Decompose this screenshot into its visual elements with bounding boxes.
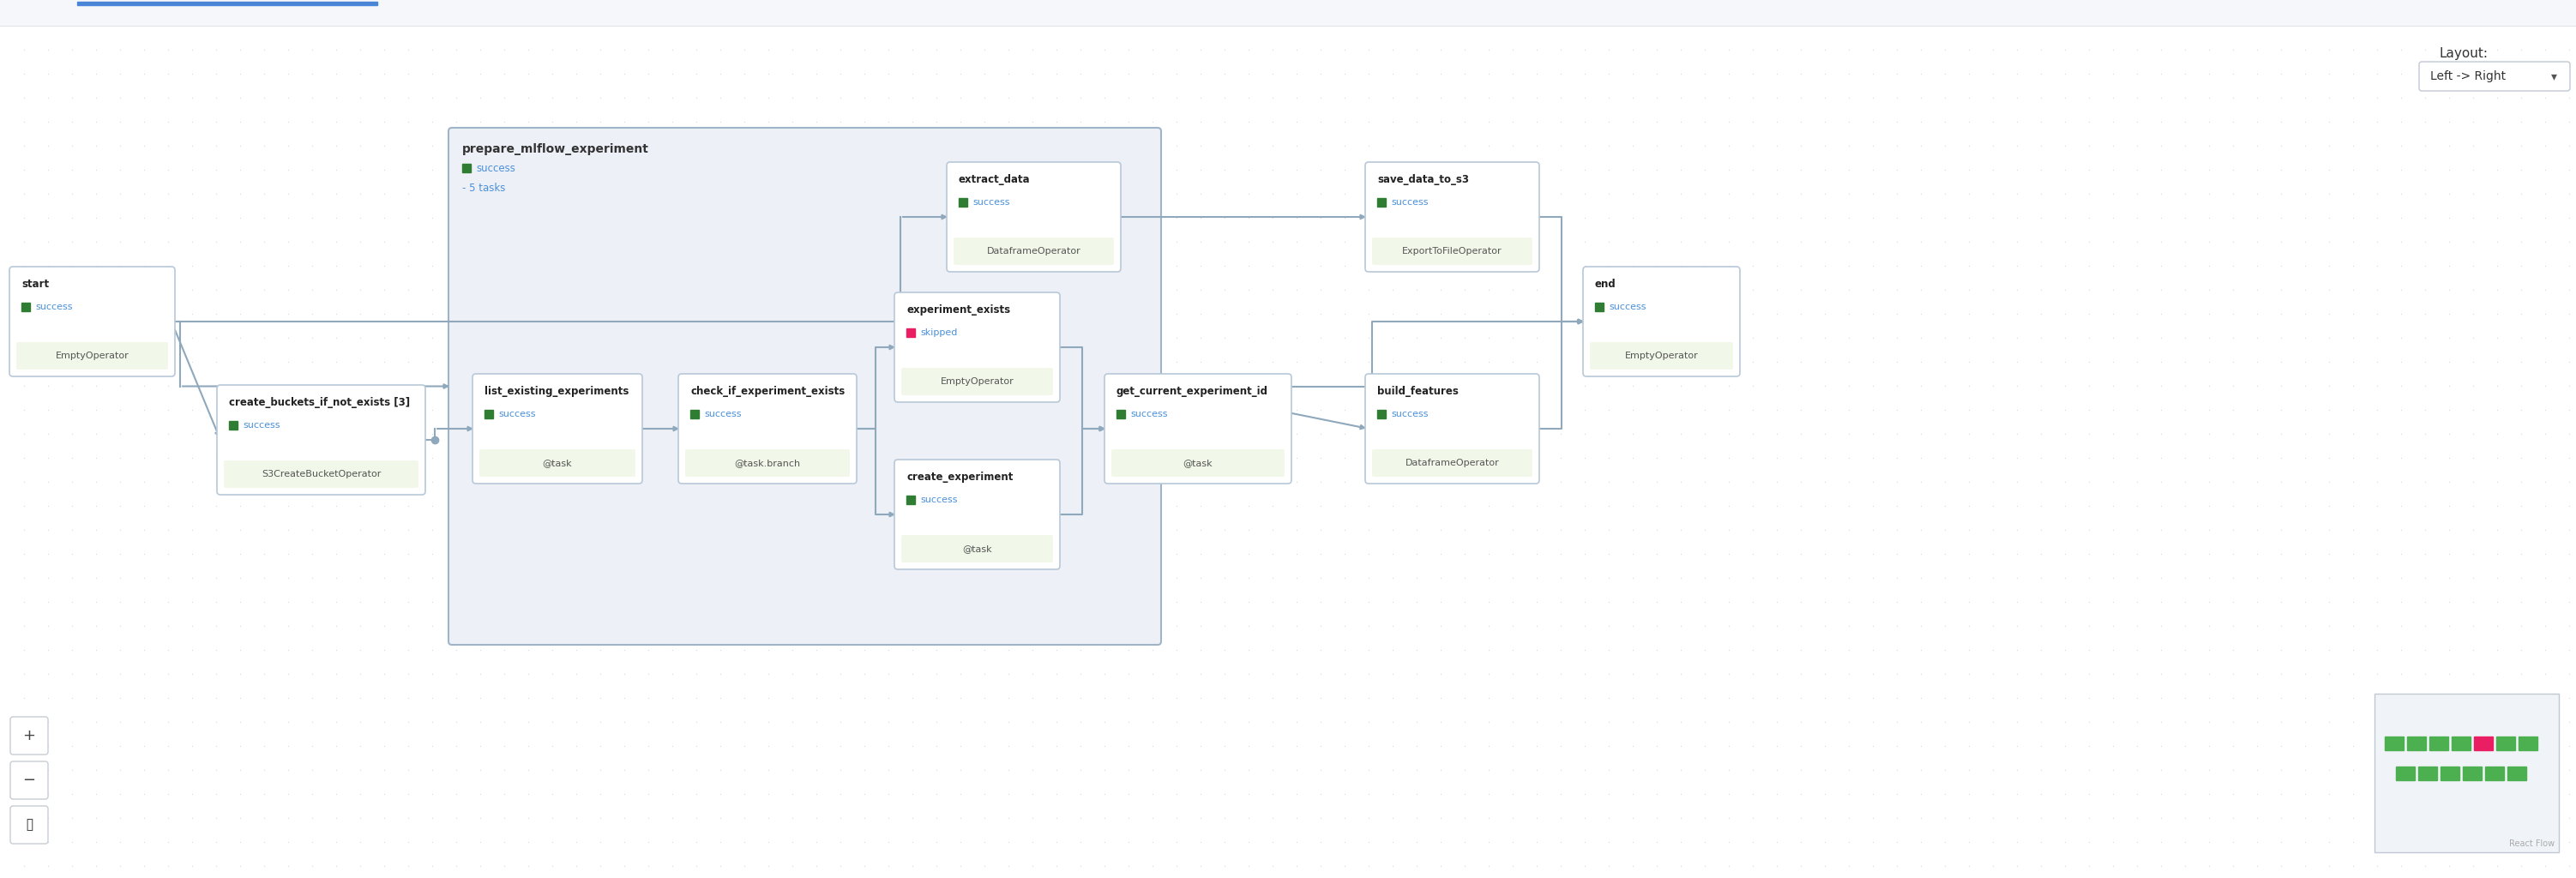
Text: experiment_exists: experiment_exists <box>907 305 1010 315</box>
Text: @task: @task <box>1182 458 1213 467</box>
Text: success: success <box>36 303 72 311</box>
Text: DataframeOperator: DataframeOperator <box>1404 458 1499 467</box>
Bar <box>1378 410 1386 419</box>
FancyBboxPatch shape <box>15 342 167 370</box>
FancyBboxPatch shape <box>902 535 1054 563</box>
Bar <box>907 328 914 337</box>
Bar <box>1115 410 1126 419</box>
Text: create_buckets_if_not_exists [3]: create_buckets_if_not_exists [3] <box>229 397 410 408</box>
Text: EmptyOperator: EmptyOperator <box>940 378 1015 385</box>
Text: build_features: build_features <box>1378 385 1458 397</box>
FancyBboxPatch shape <box>224 460 417 488</box>
Bar <box>2439 766 2460 781</box>
Text: success: success <box>1391 198 1427 206</box>
FancyBboxPatch shape <box>1365 374 1540 484</box>
Text: create_experiment: create_experiment <box>907 471 1012 483</box>
Text: success: success <box>477 162 515 174</box>
FancyBboxPatch shape <box>10 267 175 377</box>
Text: check_if_experiment_exists: check_if_experiment_exists <box>690 385 845 397</box>
Text: −: − <box>23 773 36 788</box>
Bar <box>2429 737 2447 750</box>
Text: ▯: ▯ <box>26 817 33 832</box>
FancyBboxPatch shape <box>677 374 858 484</box>
Bar <box>484 410 492 419</box>
FancyBboxPatch shape <box>1373 238 1533 265</box>
Bar <box>229 421 237 429</box>
Text: success: success <box>971 198 1010 206</box>
Bar <box>2385 737 2403 750</box>
FancyBboxPatch shape <box>902 368 1054 395</box>
Text: list_existing_experiments: list_existing_experiments <box>484 385 629 397</box>
Bar <box>2519 737 2537 750</box>
Bar <box>2375 694 2558 853</box>
Text: EmptyOperator: EmptyOperator <box>57 351 129 360</box>
FancyBboxPatch shape <box>479 450 636 477</box>
Bar <box>690 410 698 419</box>
Text: @task.branch: @task.branch <box>734 458 801 467</box>
Text: success: success <box>497 410 536 419</box>
Bar <box>0 0 2576 25</box>
Bar <box>461 164 471 172</box>
Text: prepare_mlflow_experiment: prepare_mlflow_experiment <box>461 143 649 155</box>
Bar <box>958 198 966 206</box>
FancyBboxPatch shape <box>685 450 850 477</box>
Text: EmptyOperator: EmptyOperator <box>1625 351 1698 360</box>
FancyBboxPatch shape <box>1584 267 1739 377</box>
FancyBboxPatch shape <box>1365 162 1540 272</box>
FancyBboxPatch shape <box>953 238 1113 265</box>
FancyBboxPatch shape <box>894 459 1059 569</box>
Text: skipped: skipped <box>920 328 958 337</box>
FancyBboxPatch shape <box>1105 374 1291 484</box>
FancyBboxPatch shape <box>10 716 49 754</box>
Text: extract_data: extract_data <box>958 174 1030 185</box>
Bar <box>2419 766 2437 781</box>
Text: @task: @task <box>963 544 992 553</box>
FancyBboxPatch shape <box>948 162 1121 272</box>
Bar <box>2473 737 2494 750</box>
Text: success: success <box>920 495 958 504</box>
Text: success: success <box>1610 303 1646 311</box>
FancyBboxPatch shape <box>10 806 49 844</box>
Text: success: success <box>1391 410 1427 419</box>
Text: @task: @task <box>544 458 572 467</box>
Bar <box>2486 766 2504 781</box>
FancyBboxPatch shape <box>894 292 1059 402</box>
FancyBboxPatch shape <box>2419 61 2571 91</box>
FancyBboxPatch shape <box>10 761 49 799</box>
Bar <box>1378 198 1386 206</box>
Text: start: start <box>21 278 49 290</box>
Bar <box>77 2 376 5</box>
Bar <box>2406 737 2427 750</box>
Text: get_current_experiment_id: get_current_experiment_id <box>1115 385 1267 397</box>
Text: +: + <box>23 728 36 744</box>
FancyBboxPatch shape <box>1110 450 1285 477</box>
Text: end: end <box>1595 278 1615 290</box>
Text: - 5 tasks: - 5 tasks <box>461 183 505 194</box>
Text: success: success <box>242 421 281 429</box>
Text: success: success <box>1131 410 1167 419</box>
Bar <box>2396 766 2414 781</box>
FancyBboxPatch shape <box>1589 342 1734 370</box>
Text: React Flow: React Flow <box>2509 839 2555 848</box>
Text: Layout:: Layout: <box>2439 47 2488 60</box>
Bar <box>21 303 31 311</box>
FancyBboxPatch shape <box>471 374 641 484</box>
Bar <box>1595 303 1605 311</box>
Bar <box>2506 766 2527 781</box>
FancyBboxPatch shape <box>216 385 425 494</box>
Text: Left -> Right: Left -> Right <box>2429 70 2506 83</box>
Text: ▾: ▾ <box>2550 70 2558 83</box>
Text: DataframeOperator: DataframeOperator <box>987 247 1082 255</box>
Bar <box>2496 737 2514 750</box>
FancyBboxPatch shape <box>1373 450 1533 477</box>
Text: save_data_to_s3: save_data_to_s3 <box>1378 174 1468 185</box>
Text: S3CreateBucketOperator: S3CreateBucketOperator <box>260 470 381 479</box>
Bar <box>2452 737 2470 750</box>
Text: success: success <box>703 410 742 419</box>
Bar <box>907 495 914 504</box>
Bar <box>2463 766 2481 781</box>
FancyBboxPatch shape <box>448 128 1162 644</box>
Text: ExportToFileOperator: ExportToFileOperator <box>1401 247 1502 255</box>
